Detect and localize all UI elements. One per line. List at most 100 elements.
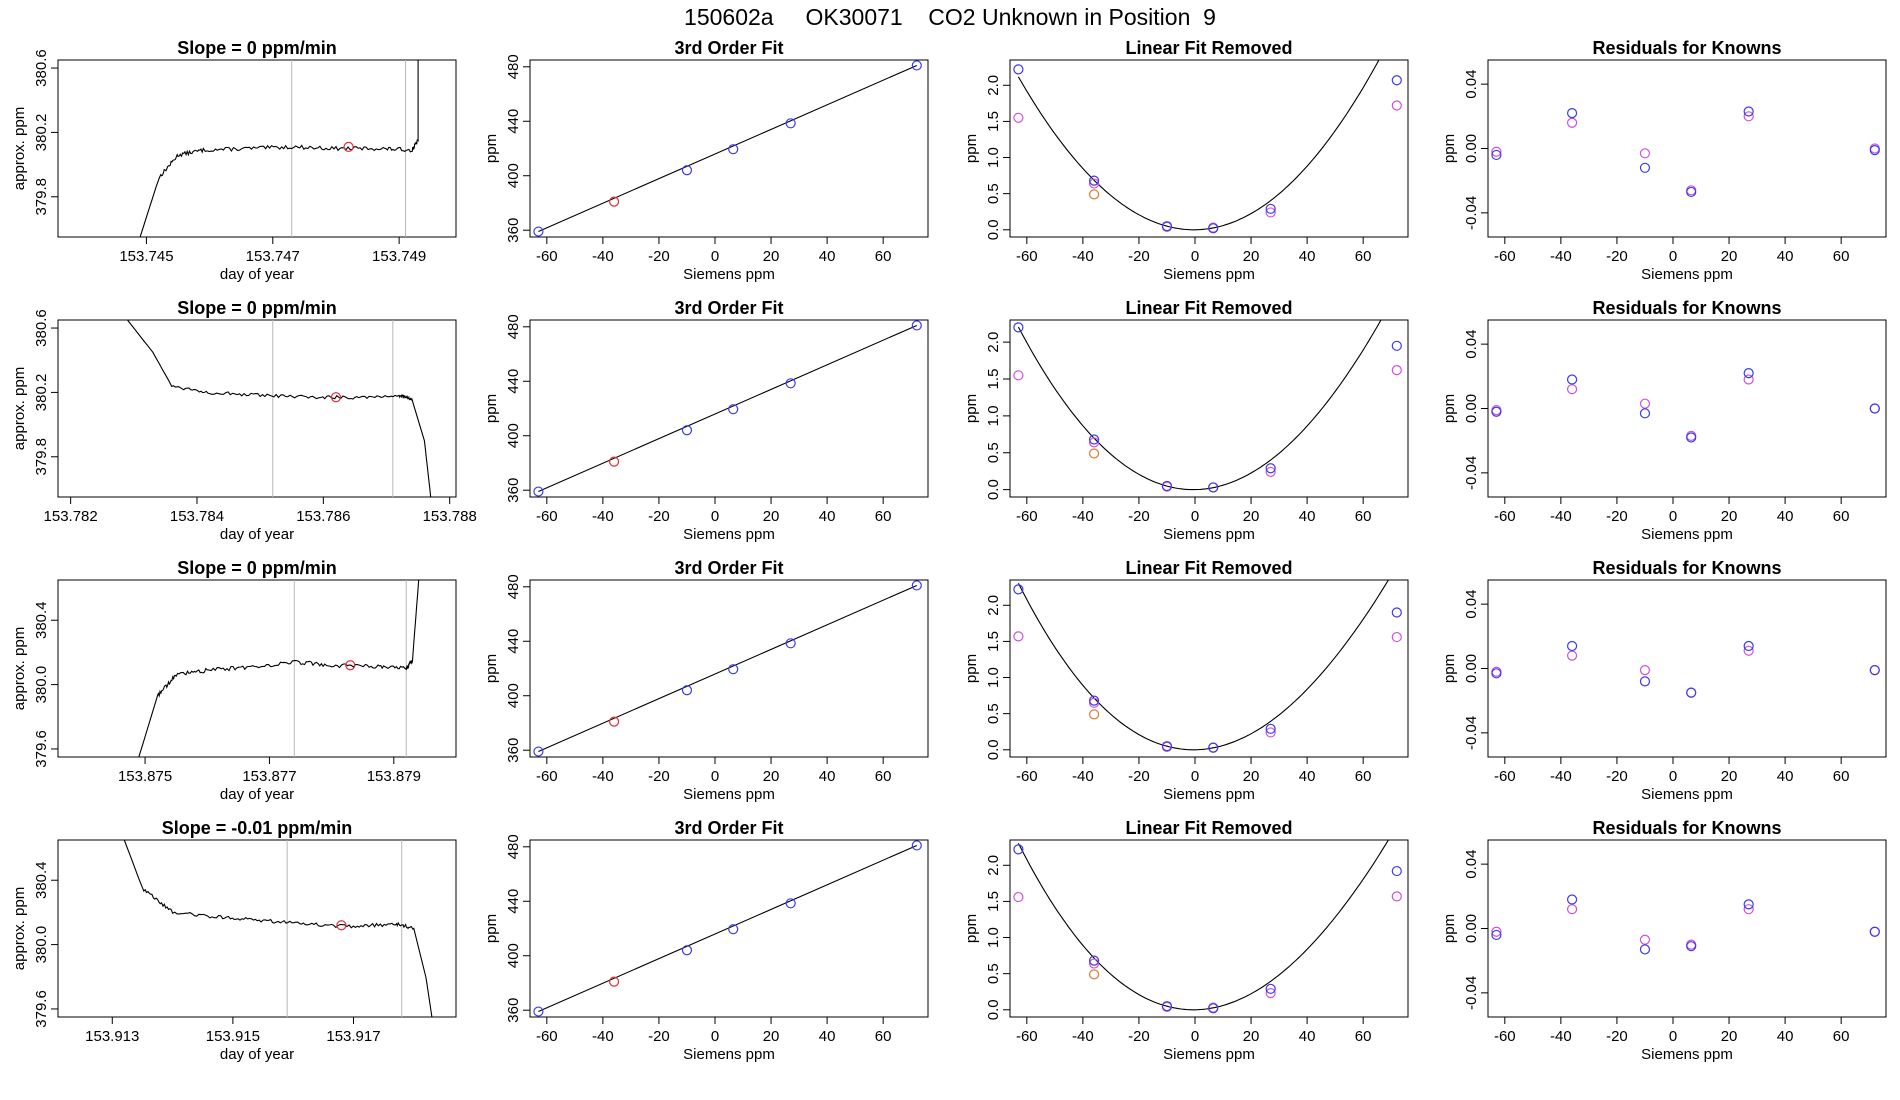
plot-title: 3rd Order Fit [674, 558, 783, 578]
y-tick-label: 380.0 [33, 926, 50, 964]
y-tick-label: 2.0 [985, 75, 1002, 96]
point-blue [1088, 955, 1100, 966]
point-blue [1566, 107, 1578, 119]
point-blue [1743, 106, 1754, 117]
y-tick-label: 0.5 [985, 703, 1002, 724]
x-tick-label: 0 [711, 248, 719, 265]
plot-frame [529, 319, 929, 498]
y-tick-label: 380.0 [33, 666, 50, 704]
y-tick-label: 0.00 [1463, 394, 1480, 423]
y-tick-label: 2.0 [985, 332, 1002, 353]
x-tick-label: -20 [1606, 768, 1628, 785]
plot-data [1013, 320, 1402, 493]
concentration-trace [138, 580, 420, 757]
x-tick-label: 0 [1191, 768, 1199, 785]
point-magenta [1013, 112, 1024, 123]
point-magenta [1491, 926, 1502, 937]
x-axis-label: Siemens ppm [1163, 786, 1255, 803]
y-axis-label: ppm [1441, 394, 1458, 423]
x-tick-label: -40 [1550, 768, 1572, 785]
x-tick-label: 40 [819, 508, 836, 525]
y-tick-label: 480 [505, 314, 522, 339]
point-magenta [1088, 178, 1100, 189]
x-axis-label: Siemens ppm [1641, 526, 1733, 543]
plot-title: Slope = 0 ppm/min [177, 38, 337, 58]
y-tick-label: 440 [505, 629, 522, 654]
x-tick-label: 153.915 [206, 1028, 260, 1045]
y-tick-label: 0.0 [985, 479, 1002, 500]
x-tick-label: 20 [763, 768, 780, 785]
point-red [608, 716, 620, 727]
x-tick-label: 20 [1721, 248, 1738, 265]
point-blue [1639, 676, 1651, 687]
plot-title: Slope = 0 ppm/min [177, 298, 337, 318]
point-magenta [1088, 958, 1100, 969]
panel-2-2: Linear Fit Removed -60 -40 -20 0 20 40 60 0.0 0.5… [963, 558, 1409, 803]
mean-marker [336, 920, 347, 931]
y-tick-label: 0.04 [1463, 850, 1480, 879]
point-magenta [1391, 100, 1402, 111]
x-tick-label: -60 [536, 768, 558, 785]
x-tick-label: -60 [1494, 248, 1516, 265]
point-magenta [1639, 398, 1651, 409]
point-red [608, 456, 620, 467]
y-axis-label: ppm [963, 134, 980, 163]
y-tick-label: 0.5 [985, 183, 1002, 204]
x-axis-label: day of year [220, 1046, 294, 1063]
y-tick-label: -0.04 [1463, 196, 1480, 230]
x-tick-label: -20 [1606, 248, 1628, 265]
point-blue [1869, 665, 1880, 676]
point-blue [1265, 723, 1276, 734]
x-tick-label: -40 [592, 248, 614, 265]
panel-1-2: Linear Fit Removed -60 -40 -20 0 20 40 60 0.0 0.5… [963, 298, 1409, 543]
y-axis-label: ppm [963, 654, 980, 683]
point-blue [1686, 432, 1697, 443]
plot-title: Linear Fit Removed [1125, 38, 1292, 58]
x-tick-label: -40 [1550, 508, 1572, 525]
x-tick-label: 40 [819, 1028, 836, 1045]
point-blue [1869, 145, 1880, 156]
point-magenta [1743, 111, 1754, 122]
x-axis-label: Siemens ppm [683, 786, 775, 803]
x-tick-label: -60 [1494, 768, 1516, 785]
plot-title: 3rd Order Fit [674, 818, 783, 838]
x-tick-label: 20 [763, 1028, 780, 1045]
point-red [608, 976, 620, 987]
plot-data [533, 580, 922, 757]
y-tick-label: 400 [505, 423, 522, 448]
y-tick-label: 2.0 [985, 595, 1002, 616]
panel-0-1: 3rd Order Fit -60 -40 -20 0 20 40 60 360 400 440 48… [483, 38, 929, 283]
x-tick-label: 0 [711, 508, 719, 525]
y-tick-label: 380.6 [33, 49, 50, 87]
point-blue [911, 320, 922, 331]
point-blue [1869, 403, 1880, 414]
x-tick-label: -40 [1072, 768, 1094, 785]
y-axis-label: ppm [1441, 654, 1458, 683]
y-tick-label: 0.04 [1463, 590, 1480, 619]
panel-1-0: Slope = 0 ppm/min 153.782 153.784 153.786 15… [11, 298, 477, 543]
point-blue [1088, 434, 1100, 445]
point-blue [728, 404, 739, 415]
mean-marker [345, 660, 356, 671]
plot-frame [1009, 839, 1409, 1018]
point-blue [1265, 983, 1276, 994]
x-tick-label: -60 [536, 248, 558, 265]
plot-title: Linear Fit Removed [1125, 818, 1292, 838]
plot-frame [57, 839, 457, 1018]
plot-title: Residuals for Knowns [1592, 38, 1781, 58]
point-magenta [1566, 650, 1578, 661]
x-axis-label: day of year [220, 266, 294, 283]
plot-frame [1487, 319, 1887, 498]
x-tick-label: 40 [1299, 508, 1316, 525]
point-blue [1088, 175, 1100, 186]
fit-curve [1017, 320, 1382, 491]
y-tick-label: 0.0 [985, 219, 1002, 240]
plot-data [138, 580, 420, 757]
point-blue [1491, 406, 1502, 417]
x-tick-label: 40 [819, 248, 836, 265]
point-blue [1566, 894, 1578, 905]
point-blue [681, 425, 693, 436]
point-magenta [1566, 904, 1578, 915]
plot-frame [529, 59, 929, 238]
x-tick-label: 0 [1669, 248, 1677, 265]
